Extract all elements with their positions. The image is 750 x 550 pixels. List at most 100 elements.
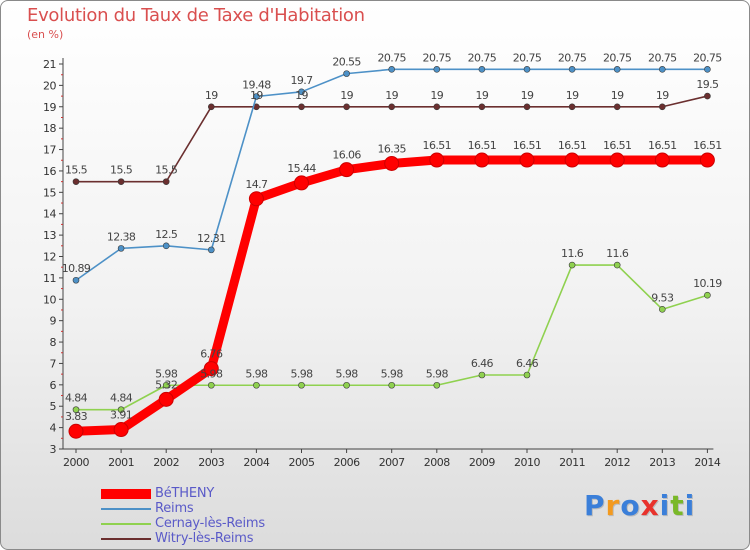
data-label: 16.51 (693, 139, 722, 152)
data-point (158, 391, 174, 407)
brand-letter: P (584, 489, 606, 522)
data-point (704, 92, 711, 100)
y-tick-label: 16 (43, 165, 56, 178)
brand-letter: r (605, 489, 621, 522)
data-label: 19 (205, 89, 218, 102)
data-label: 5.98 (200, 367, 223, 380)
y-tick-label: 4 (50, 422, 57, 435)
y-tick-label: 20 (43, 79, 56, 92)
data-label: 20.55 (332, 56, 361, 69)
data-label: 20.75 (513, 51, 542, 64)
data-label: 15.5 (65, 164, 88, 177)
data-point (609, 152, 625, 168)
data-point (208, 103, 215, 111)
brand-letter: i (684, 489, 696, 522)
data-label: 19 (340, 89, 353, 102)
data-label: 3.91 (110, 409, 132, 422)
data-point (613, 261, 621, 269)
data-label: 19 (430, 89, 443, 102)
data-label: 12.31 (197, 232, 226, 245)
y-tick-label: 10 (43, 293, 56, 306)
brand-letter: o (620, 489, 641, 522)
data-point (478, 103, 486, 111)
data-label: 19 (295, 89, 308, 102)
data-point (388, 103, 396, 111)
data-point (699, 152, 715, 168)
y-tick-label: 11 (43, 272, 56, 285)
data-label: 10.19 (693, 277, 722, 290)
legend-swatch (101, 508, 151, 510)
data-point (654, 152, 670, 168)
data-point (523, 66, 531, 73)
data-label: 19.5 (696, 78, 719, 91)
data-label: 4.84 (65, 392, 88, 405)
data-point (72, 406, 80, 413)
data-label: 15.5 (110, 164, 133, 177)
data-label: 15.44 (287, 162, 316, 175)
data-label: 6.46 (516, 357, 539, 370)
data-label: 16.51 (513, 139, 542, 152)
data-label: 11.6 (561, 247, 584, 260)
data-point (253, 381, 260, 389)
x-tick-label: 2013 (649, 456, 675, 469)
data-point (162, 381, 170, 389)
y-tick-label: 17 (43, 144, 56, 157)
data-label: 20.75 (648, 51, 677, 64)
data-point (253, 93, 260, 100)
data-point (72, 178, 80, 185)
data-label: 5.98 (336, 367, 359, 380)
y-tick-label: 8 (50, 336, 57, 349)
y-tick-label: 19 (43, 101, 56, 114)
data-point (113, 422, 129, 438)
data-point (613, 66, 621, 73)
data-point (72, 276, 80, 284)
data-point (384, 155, 400, 171)
data-point (117, 245, 125, 252)
data-point (208, 381, 215, 389)
data-point (248, 191, 264, 207)
data-point (474, 152, 490, 168)
y-tick-label: 14 (43, 208, 56, 221)
data-label: 5.98 (426, 367, 449, 380)
data-point (519, 152, 535, 168)
y-tick-label: 21 (43, 58, 56, 71)
data-label: 5.98 (290, 367, 313, 380)
data-label: 19.7 (290, 74, 313, 87)
legend-label: Witry-lès-Reims (155, 531, 254, 546)
x-tick-label: 2001 (108, 456, 134, 469)
data-label: 10.89 (62, 262, 91, 275)
x-tick-label: 2010 (514, 456, 540, 469)
data-point (433, 103, 441, 111)
data-label: 4.84 (110, 392, 133, 405)
data-label: 16.51 (603, 139, 632, 152)
data-label: 19 (521, 89, 534, 102)
data-label: 20.75 (468, 51, 497, 64)
data-label: 19 (566, 89, 579, 102)
data-label: 9.53 (651, 291, 674, 304)
data-point (658, 103, 666, 111)
data-label: 19 (611, 89, 624, 102)
data-label: 19 (385, 89, 398, 102)
data-label: 6.76 (200, 348, 223, 361)
data-point (203, 361, 219, 377)
x-tick-label: 2008 (424, 456, 450, 469)
x-tick-label: 2004 (243, 456, 269, 469)
data-point (568, 103, 576, 111)
data-label: 16.06 (332, 149, 361, 162)
x-tick-label: 2003 (198, 456, 224, 469)
data-point (523, 371, 531, 379)
y-tick-label: 6 (50, 379, 57, 392)
data-point (388, 381, 396, 389)
brand-logo: Proxiti (584, 489, 695, 522)
data-point (478, 371, 486, 379)
y-tick-label: 13 (43, 229, 56, 242)
y-tick-label: 7 (50, 357, 57, 370)
y-tick-label: 15 (43, 186, 56, 199)
data-point (568, 261, 576, 269)
y-tick-label: 9 (50, 315, 57, 328)
data-point (162, 178, 170, 185)
data-point (339, 162, 355, 178)
chart-title: Evolution du Taux de Taxe d'Habitation (27, 5, 365, 26)
data-point (294, 175, 309, 191)
